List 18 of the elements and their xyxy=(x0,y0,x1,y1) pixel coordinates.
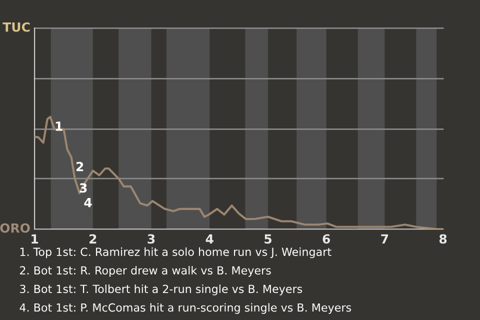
text: 3. Bot 1st: T. Tolbert hit a 2-run single vs B. Meyers xyxy=(20,284,302,296)
text: TUC xyxy=(2,22,30,32)
x-tick-label: 1 xyxy=(32,234,38,244)
x-tick-label: 2 xyxy=(90,234,96,244)
text: ORO xyxy=(0,223,30,233)
text: 4. Bot 1st: P. McComas hit a run-scoring single vs B. Meyers xyxy=(20,303,352,314)
x-tick-label: 3 xyxy=(148,234,155,244)
x-tick-label: 8 xyxy=(439,234,447,244)
x-tick-label: 6 xyxy=(322,234,330,244)
text: 1. Top 1st: C. Ramirez hit a solo home run vs J. Weingart xyxy=(20,247,332,258)
x-tick-label: 5 xyxy=(264,234,272,244)
annotation: 2 xyxy=(76,162,84,172)
x-tick-label: 4 xyxy=(206,234,214,244)
annotation: 4 xyxy=(84,198,92,208)
annotation: 1 xyxy=(56,122,62,131)
x-tick-label: 7 xyxy=(381,234,388,244)
annotation: 3 xyxy=(80,183,87,193)
text: 2. Bot 1st: R. Roper drew a walk vs B. Meyers xyxy=(20,266,271,277)
